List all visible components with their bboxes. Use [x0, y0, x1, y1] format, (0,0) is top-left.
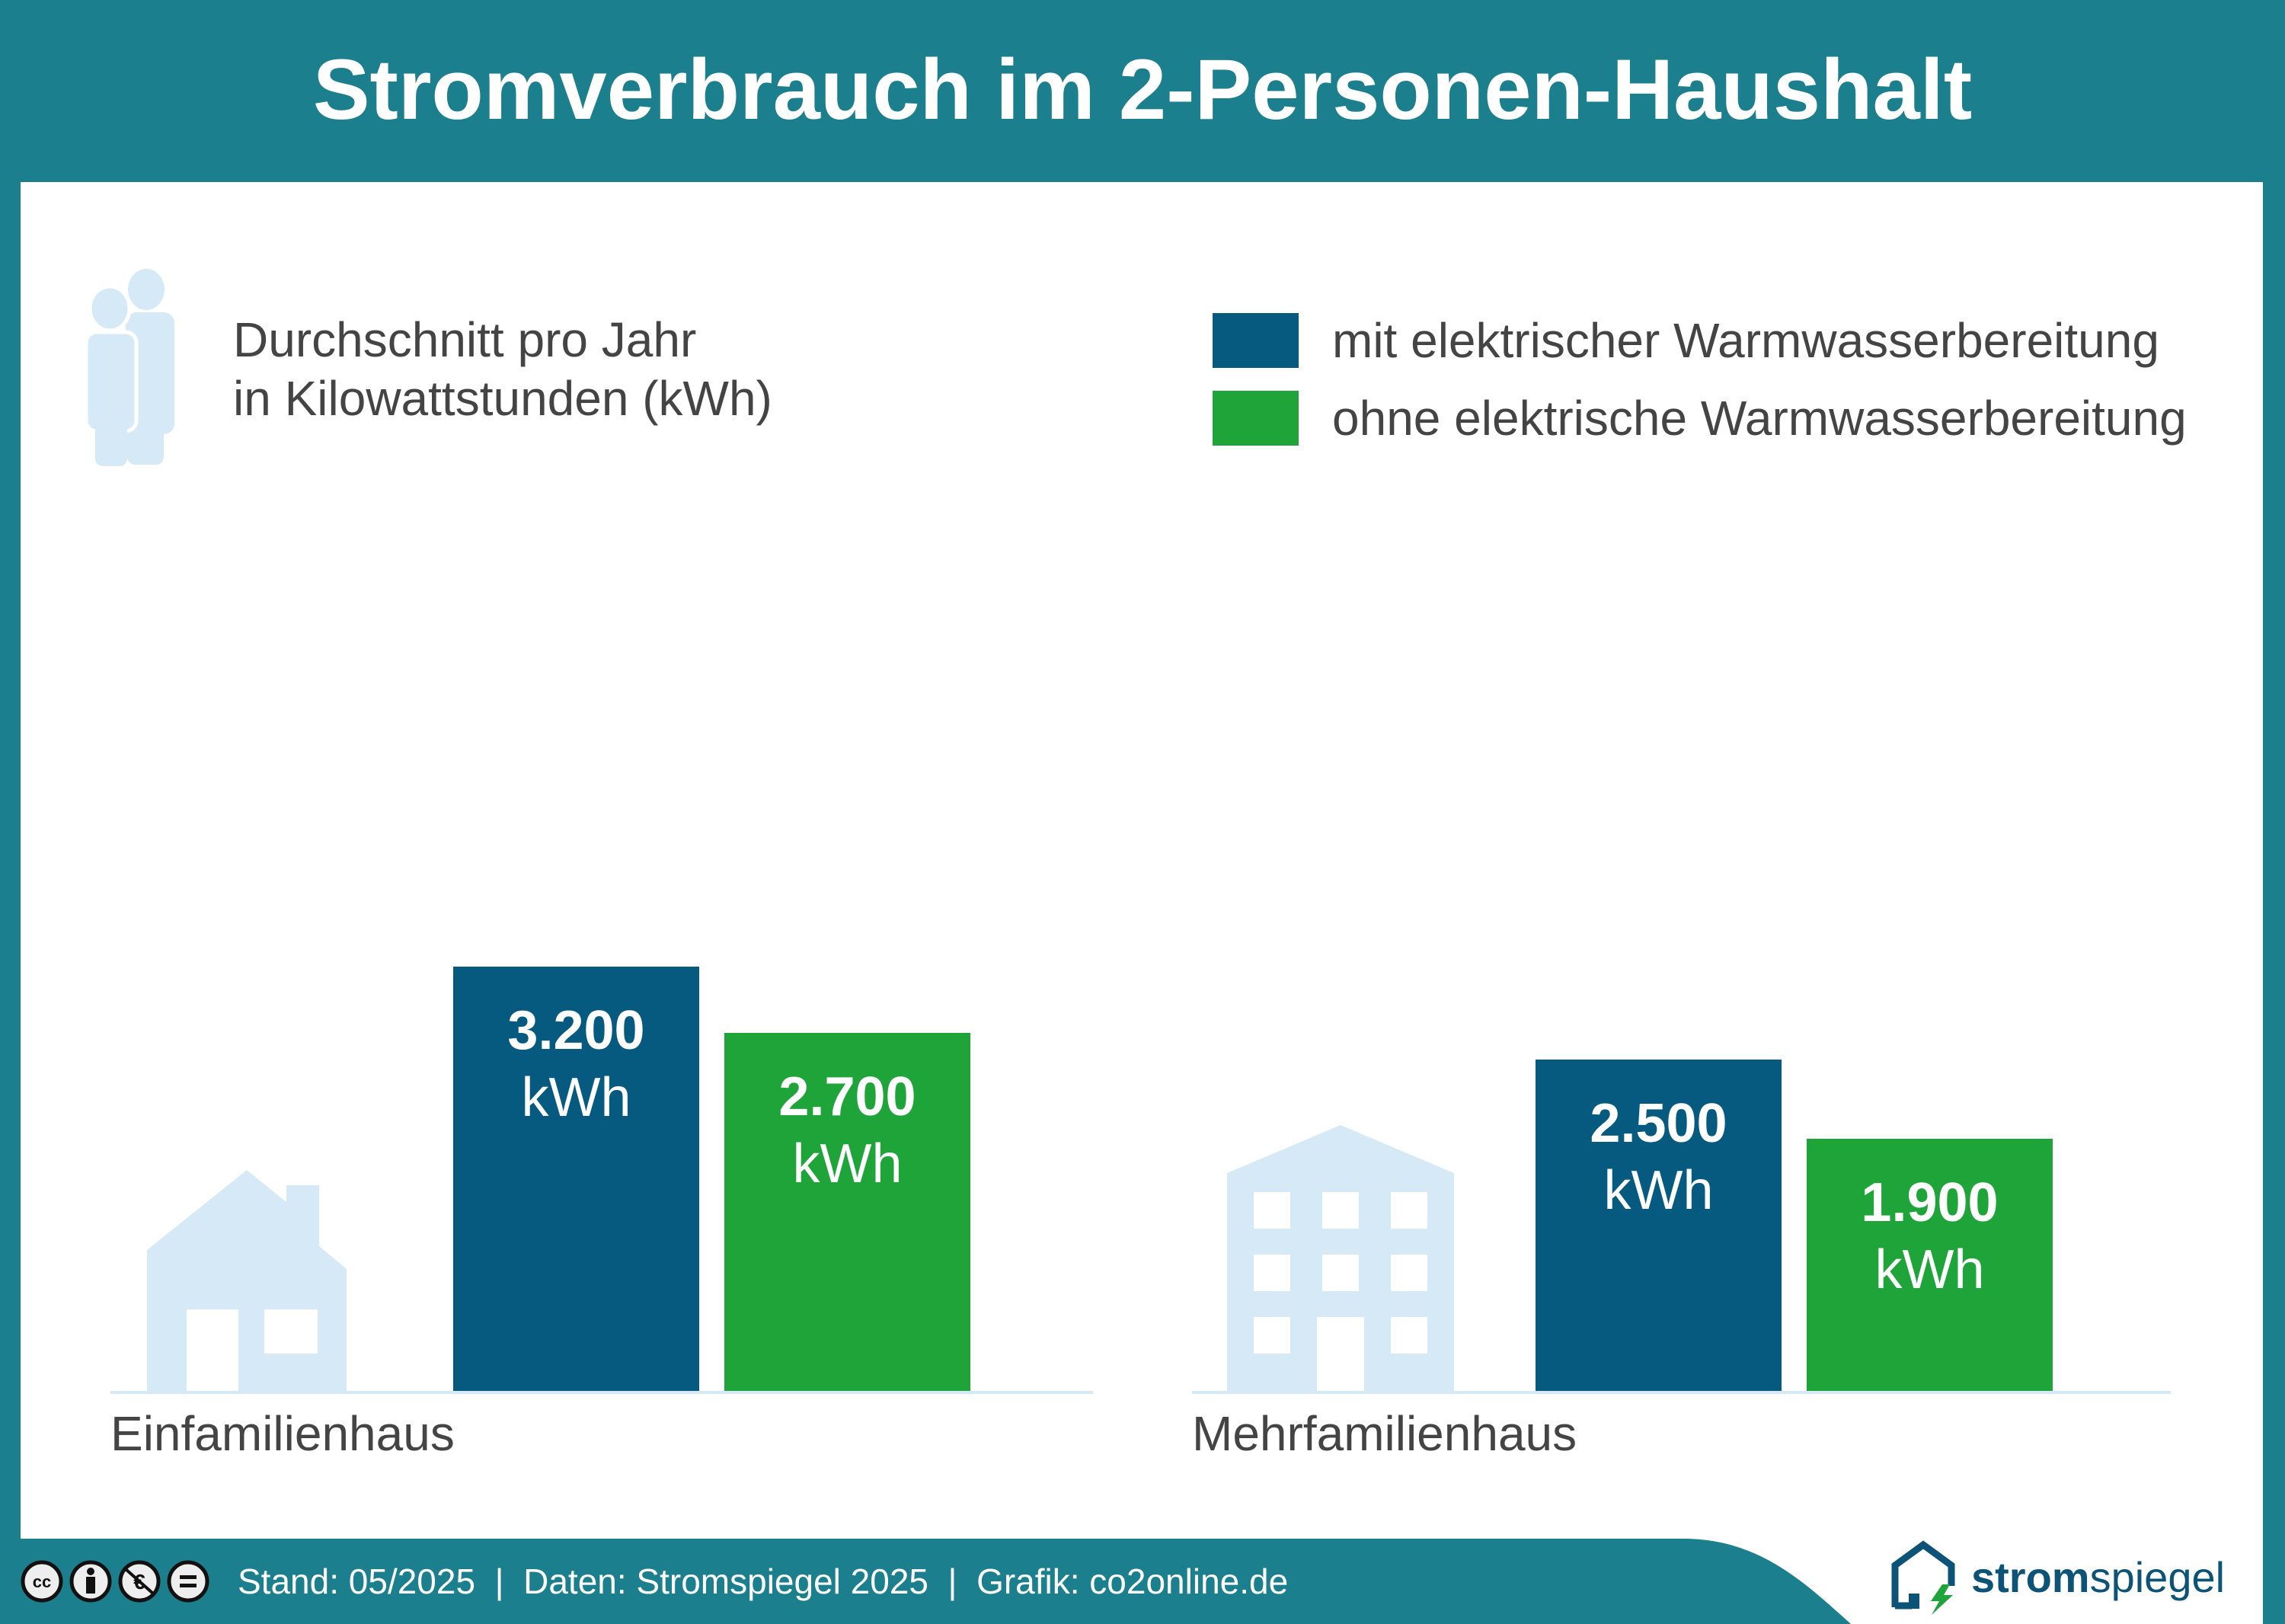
- legend-swatch-ohne: [1213, 391, 1299, 446]
- people-icon: [84, 269, 174, 466]
- noncommercial-icon: €: [118, 1560, 161, 1603]
- bar-mehrfamilienhaus-ohne: [1807, 1139, 2053, 1391]
- legend-swatch-mit: [1213, 313, 1299, 368]
- data-label-value: 1.900: [1861, 1172, 1999, 1234]
- data-label: 2.500 kWh: [1536, 1090, 1782, 1224]
- data-label-unit: kWh: [1874, 1239, 1985, 1301]
- category-label-mehrfamilienhaus: Mehrfamilienhaus: [1192, 1406, 1577, 1461]
- legend-label-mit: mit elektrischer Warmwasserbereitung: [1332, 313, 2159, 368]
- apartment-building-icon: [1227, 1125, 1454, 1392]
- bar-einfamilienhaus-ohne: [724, 1033, 970, 1391]
- subtitle-line-2: in Kilowattstunden (kWh): [233, 371, 772, 426]
- cc-icon: cc: [21, 1560, 63, 1603]
- subtitle-line-1: Durchschnitt pro Jahr: [233, 312, 697, 367]
- license-icons: cc €: [21, 1560, 209, 1603]
- data-label-unit: kWh: [792, 1133, 903, 1195]
- data-label-value: 3.200: [507, 1000, 645, 1061]
- footer-source-text: Stand: 05/2025 | Daten: Stromspiegel 202…: [238, 1562, 1289, 1601]
- plug-house-icon: [1891, 1540, 1955, 1615]
- footer-white-curve: [1638, 1537, 2285, 1624]
- logo-text-spiegel: spiegel: [2089, 1552, 2226, 1601]
- category-label-einfamilienhaus: Einfamilienhaus: [110, 1406, 455, 1461]
- attribution-icon: [69, 1560, 112, 1603]
- page-title: Stromverbrauch im 2-Personen-Haushalt: [312, 42, 1973, 137]
- no-derivatives-icon: [167, 1560, 209, 1603]
- data-label-unit: kWh: [1603, 1159, 1714, 1221]
- chart-subtitle: Durchschnitt pro Jahr in Kilowattstunden…: [233, 311, 772, 428]
- data-label: 2.700 kWh: [724, 1063, 970, 1197]
- legend-label-ohne: ohne elektrische Warmwasserbereitung: [1332, 391, 2187, 446]
- data-label-unit: kWh: [521, 1067, 631, 1128]
- house-icon: [147, 1170, 347, 1392]
- stromspiegel-logo[interactable]: stromspiegel: [1889, 1539, 2225, 1615]
- bar-einfamilienhaus-mit: [453, 967, 699, 1391]
- baseline-mehrfamilienhaus: [1192, 1391, 2171, 1394]
- logo-text-strom: strom: [1971, 1552, 2090, 1601]
- baseline-einfamilienhaus: [110, 1391, 1093, 1394]
- data-label: 3.200 kWh: [453, 997, 699, 1131]
- data-label-value: 2.500: [1590, 1092, 1727, 1154]
- data-label: 1.900 kWh: [1807, 1169, 2053, 1303]
- svg-text:cc: cc: [33, 1572, 51, 1591]
- bar-mehrfamilienhaus-mit: [1536, 1059, 1782, 1391]
- data-label-value: 2.700: [778, 1066, 916, 1128]
